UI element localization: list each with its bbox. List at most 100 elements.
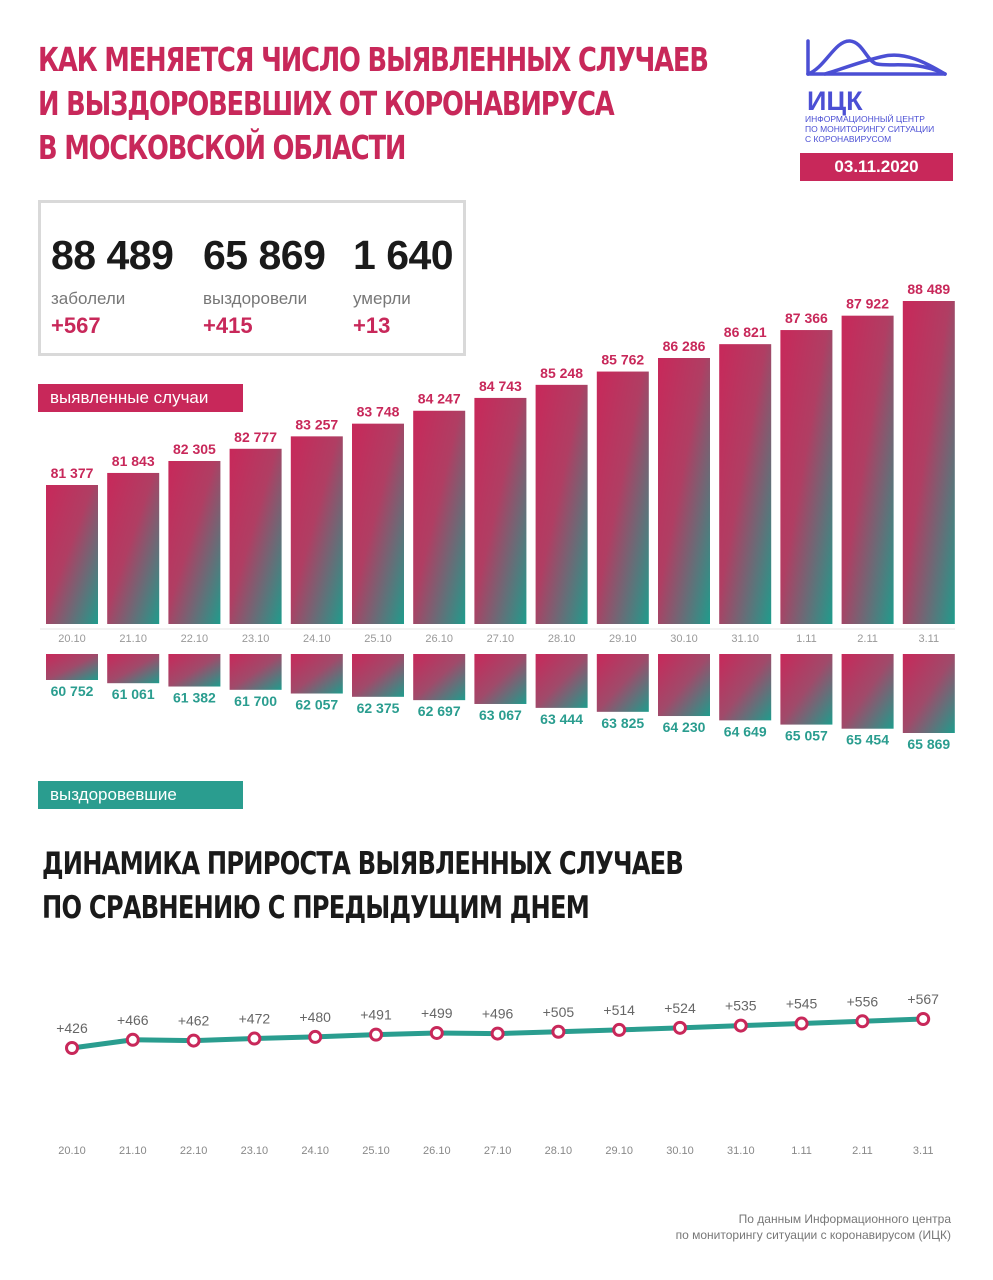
date-tick-label: 31.10 bbox=[731, 633, 759, 645]
line-date-tick-label: 23.10 bbox=[241, 1145, 269, 1157]
line-date-tick-label: 21.10 bbox=[119, 1145, 147, 1157]
detected-bar bbox=[841, 315, 894, 624]
recovered-bar bbox=[168, 654, 221, 687]
growth-value-label: +505 bbox=[543, 1004, 575, 1020]
line-date-tick-label: 30.10 bbox=[666, 1145, 694, 1157]
date-tick-label: 2.11 bbox=[857, 633, 878, 645]
detected-value-label: 84 743 bbox=[479, 378, 522, 394]
recovered-value-label: 64 230 bbox=[663, 719, 706, 735]
recovered-bar bbox=[535, 654, 588, 708]
line-date-tick-label: 31.10 bbox=[727, 1145, 755, 1157]
recovered-value-label: 61 382 bbox=[173, 690, 216, 706]
stat-value: 88 489 bbox=[51, 232, 174, 278]
growth-point bbox=[733, 1018, 748, 1033]
stat-delta: +415 bbox=[203, 313, 253, 338]
source-note: По данным Информационного центра по мони… bbox=[676, 1211, 951, 1243]
growth-point bbox=[308, 1029, 323, 1044]
detected-bar bbox=[535, 384, 588, 624]
recovered-value-label: 64 649 bbox=[724, 723, 767, 739]
section-subtitle: Динамика прироста выявленных случаев по … bbox=[42, 842, 684, 930]
date-tick-label: 3.11 bbox=[919, 633, 940, 645]
growth-value-label: +567 bbox=[907, 991, 939, 1007]
growth-point bbox=[916, 1012, 931, 1026]
growth-point bbox=[551, 1024, 566, 1039]
detected-value-label: 83 257 bbox=[295, 416, 338, 432]
recovered-bar bbox=[841, 654, 894, 729]
date-tick-label: 28.10 bbox=[548, 633, 576, 645]
growth-point bbox=[65, 1041, 79, 1055]
detected-bar bbox=[902, 301, 955, 624]
growth-value-label: +426 bbox=[56, 1020, 88, 1036]
detected-bar bbox=[474, 397, 527, 624]
recovered-value-label: 62 697 bbox=[418, 703, 461, 719]
detected-value-label: 82 777 bbox=[234, 429, 277, 445]
source-line: по мониторингу ситуации с коронавирусом … bbox=[675, 1228, 951, 1242]
growth-point bbox=[794, 1016, 809, 1031]
date-tick-label: 21.10 bbox=[119, 633, 147, 645]
date-tick-label: 30.10 bbox=[670, 633, 698, 645]
detected-value-label: 81 843 bbox=[112, 453, 155, 469]
logo-subtitle: Информационный центр по мониторингу ситу… bbox=[805, 114, 965, 144]
recovered-bar bbox=[46, 654, 98, 680]
detected-value-label: 86 821 bbox=[724, 324, 767, 340]
title-line: в Московской области bbox=[38, 128, 406, 167]
detected-bar bbox=[658, 357, 710, 624]
date-tick-label: 24.10 bbox=[303, 633, 331, 645]
growth-point bbox=[673, 1020, 687, 1035]
growth-value-label: +545 bbox=[786, 996, 818, 1012]
stat-label: умерли bbox=[353, 289, 411, 308]
detected-value-label: 84 247 bbox=[418, 391, 461, 407]
detected-value-label: 87 366 bbox=[785, 310, 828, 326]
recovered-value-label: 63 067 bbox=[479, 707, 522, 723]
date-tick-label: 29.10 bbox=[609, 633, 637, 645]
line-date-tick-label: 22.10 bbox=[180, 1145, 208, 1157]
growth-value-label: +480 bbox=[299, 1009, 331, 1025]
stat-value: 65 869 bbox=[203, 232, 326, 278]
logo-subtitle-line: по мониторингу ситуации bbox=[805, 124, 935, 134]
stat-deaths: 1 640 умерли +13 bbox=[353, 231, 454, 339]
line-date-tick-label: 3.11 bbox=[913, 1145, 934, 1157]
title-line: и выздоровевших от коронавируса bbox=[38, 84, 615, 123]
recovered-value-label: 65 454 bbox=[846, 732, 889, 748]
logo-wave-icon bbox=[806, 39, 947, 76]
tag-detected-cases: выявленные случаи bbox=[38, 384, 243, 412]
detected-value-label: 86 286 bbox=[663, 338, 706, 354]
recovered-bar bbox=[290, 654, 343, 694]
recovered-value-label: 65 869 bbox=[907, 736, 950, 752]
stat-label: выздоровели bbox=[203, 289, 308, 308]
line-date-tick-label: 25.10 bbox=[362, 1145, 390, 1157]
recovered-value-label: 62 057 bbox=[295, 697, 338, 713]
logo-abbr: ИЦК bbox=[807, 86, 863, 116]
date-tick-label: 23.10 bbox=[242, 633, 270, 645]
stat-delta: +13 bbox=[353, 313, 391, 338]
detected-bar bbox=[168, 460, 221, 624]
recovered-value-label: 61 061 bbox=[112, 686, 155, 702]
logo: ИЦК bbox=[806, 39, 947, 116]
recovered-bar bbox=[596, 654, 649, 712]
line-date-tick-label: 24.10 bbox=[301, 1145, 329, 1157]
detected-bar bbox=[290, 436, 343, 624]
growth-point bbox=[612, 1022, 627, 1037]
recovered-bar bbox=[413, 654, 466, 701]
detected-value-label: 81 377 bbox=[51, 465, 94, 481]
recovered-value-label: 65 057 bbox=[785, 728, 828, 744]
detected-value-label: 88 489 bbox=[907, 281, 950, 297]
detected-bar bbox=[719, 344, 772, 624]
stat-delta: +567 bbox=[51, 313, 101, 338]
date-tick-label: 20.10 bbox=[58, 633, 86, 645]
line-date-tick-label: 2.11 bbox=[852, 1145, 873, 1157]
growth-value-label: +556 bbox=[847, 993, 879, 1009]
growth-value-label: +472 bbox=[239, 1011, 271, 1027]
growth-point bbox=[490, 1026, 505, 1041]
line-date-tick-label: 29.10 bbox=[605, 1145, 633, 1157]
recovered-bar bbox=[107, 654, 160, 684]
growth-point bbox=[186, 1033, 201, 1048]
growth-value-label: +491 bbox=[360, 1007, 392, 1023]
stat-label: заболели bbox=[51, 289, 126, 308]
stat-cases: 88 489 заболели +567 bbox=[51, 231, 174, 339]
recovered-bar bbox=[719, 654, 772, 721]
growth-value-label: +535 bbox=[725, 998, 757, 1014]
growth-value-label: +466 bbox=[117, 1012, 149, 1028]
recovered-value-label: 62 375 bbox=[357, 700, 400, 716]
